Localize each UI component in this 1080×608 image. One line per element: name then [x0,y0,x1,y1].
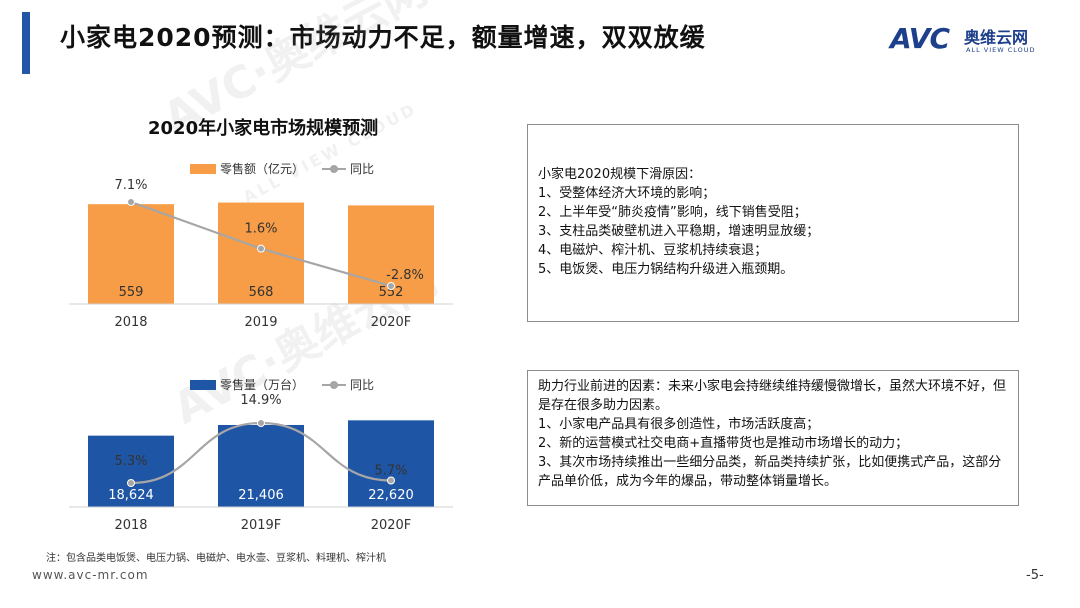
legend-top: 零售额（亿元） 同比 [190,160,374,177]
yoy-value-label: -2.8% [386,268,424,283]
yoy-point [387,282,395,290]
drivers-lines: 助力行业前进的因素：未来小家电会持继续维持缓慢微增长，虽然大环境不好，但是存在很… [538,377,1008,491]
chart-title: 2020年小家电市场规模预测 [148,118,379,139]
title-accent-bar [22,12,30,74]
legend-swatch-yoy [322,164,347,173]
bar-value-label: 559 [119,285,144,300]
reasons-line: 小家电2020规模下滑原因： [538,167,702,182]
yoy-value-label: 14.9% [240,393,281,408]
legend-swatch-sales [190,163,216,174]
bar-value-label: 21,406 [238,488,284,503]
bar-value-label: 568 [249,285,274,300]
bar-2019F [218,424,304,507]
legend-label-volume: 零售量（万台） [220,378,305,392]
bar-2019 [218,202,304,304]
yoy-value-label: 5.7% [374,464,407,479]
logo-chinese-name: 奥维云网 [964,28,1029,47]
bar-2018 [88,204,174,304]
legend-bottom: 零售量（万台） 同比 [190,376,374,393]
yoy-point [127,198,135,206]
footnote: 注：包含品类电饭煲、电压力锅、电磁炉、电水壶、豆浆机、料理机、榨汁机 [46,553,386,564]
legend-swatch-volume [190,379,216,390]
x-tick-label: 2019F [241,518,282,533]
x-tick-label: 2019 [244,315,277,330]
yoy-point [257,244,265,253]
reasons-line: 3、支柱品类破壁机进入平稳期，增速明显放缓； [538,224,820,239]
reasons-lines: 小家电2020规模下滑原因： 1、受整体经济大环境的影响； 2、上半年受“肺炎疫情”… [538,165,1008,279]
legend-label-yoy: 同比 [350,162,375,176]
bar-value-label: 552 [379,285,404,300]
avc-logo: AVC 奥维云网 ALL VIEW CLOUD [890,22,1060,62]
bar-value-label: 18,624 [108,488,154,503]
page-number: -5- [1026,568,1044,583]
bar-2018 [88,435,174,507]
bar-value-label: 22,620 [368,488,414,503]
legend-label-yoy-2: 同比 [350,378,375,392]
yoy-value-label: 5.3% [114,454,147,469]
x-tick-label: 2018 [114,518,147,533]
x-tick-label: 2018 [114,315,147,330]
reasons-line: 1、受整体经济大环境的影响； [538,186,716,201]
drivers-line: 1、小家电产品具有很多创造性，市场活跃度高； [538,417,820,432]
bar-2020F [348,420,434,507]
x-tick-label: 2020F [371,315,412,330]
drivers-line: 2、新的运营模式社交电商+直播带货也是推动市场增长的动力； [538,436,909,451]
yoy-value-label: 7.1% [114,178,147,193]
yoy-point [127,479,135,487]
legend-label-sales: 零售额（亿元） [220,162,305,176]
logo-mark: AVC [890,22,950,55]
drivers-line: 助力行业前进的因素：未来小家电会持继续维持缓慢微增长，虽然大环境不好，但是存在很… [538,379,1007,413]
reasons-box: 小家电2020规模下滑原因： 1、受整体经济大环境的影响； 2、上半年受“肺炎疫情”… [527,124,1019,322]
slide-title: 小家电2020预测：市场动力不足，额量增速，双双放缓 [60,23,706,52]
legend-swatch-yoy-2 [322,380,347,389]
drivers-line: 3、其次市场持续推出一些细分品类，新品类持续扩张，比如便携式产品，这部分产品单价… [538,455,1002,489]
yoy-value-label: 1.6% [244,222,277,237]
yoy-point [387,476,395,485]
reasons-line: 4、电磁炉、榨汁机、豆浆机持续衰退； [538,243,768,258]
logo-english-name: ALL VIEW CLOUD [966,46,1036,54]
x-tick-label: 2020F [371,518,412,533]
drivers-box: 助力行业前进的因素：未来小家电会持继续维持缓慢微增长，虽然大环境不好，但是存在很… [527,370,1019,506]
reasons-line: 5、电饭煲、电压力锅结构升级进入瓶颈期。 [538,262,794,277]
reasons-line: 2、上半年受“肺炎疫情”影响，线下销售受阻； [538,205,807,220]
website: www.avc-mr.com [32,568,149,582]
yoy-point [257,419,265,427]
